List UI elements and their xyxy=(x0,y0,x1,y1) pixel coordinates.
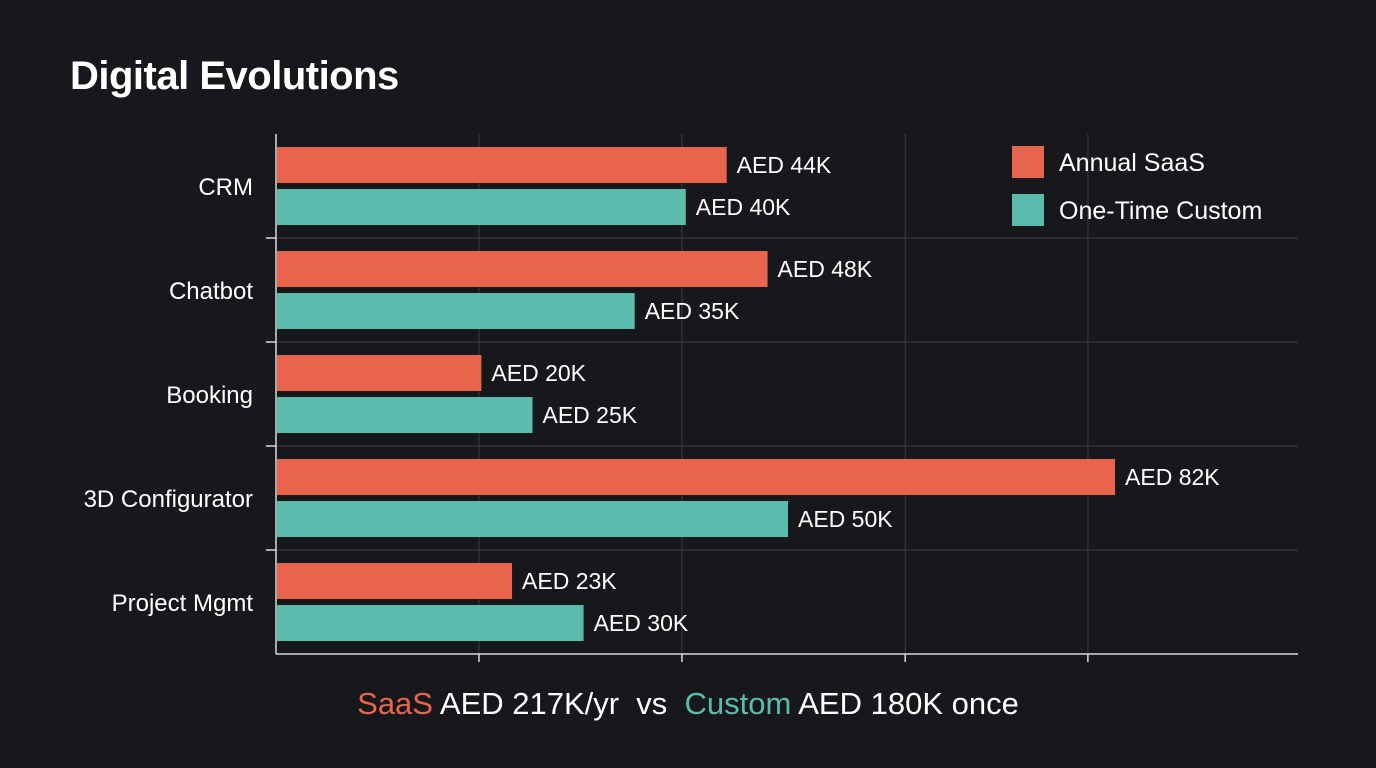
bar-value-label: AED 44K xyxy=(737,152,832,178)
category-label: CRM xyxy=(198,174,253,201)
category-label: Chatbot xyxy=(169,278,253,305)
category-label: Project Mgmt xyxy=(112,590,254,617)
bar-value-label: AED 48K xyxy=(778,256,873,282)
legend-label: One-Time Custom xyxy=(1059,197,1262,225)
legend-swatch xyxy=(1012,194,1044,226)
bar-value-label: AED 25K xyxy=(543,402,638,428)
bar xyxy=(277,397,533,433)
footer-saas-text: AED 217K/yr vs xyxy=(432,686,685,721)
chart-title: Digital Evolutions xyxy=(70,54,399,98)
bar-value-label: AED 40K xyxy=(696,194,791,220)
bar-value-label: AED 30K xyxy=(594,610,689,636)
legend-swatch xyxy=(1012,146,1044,178)
footer-custom-text: AED 180K once xyxy=(791,686,1019,721)
bar xyxy=(277,605,584,641)
bar xyxy=(277,459,1116,495)
category-label: 3D Configurator xyxy=(84,486,253,513)
bar-value-label: AED 82K xyxy=(1125,464,1220,490)
bar xyxy=(277,293,635,329)
category-label: Booking xyxy=(166,382,253,409)
bar xyxy=(277,147,727,183)
summary-footer: SaaS AED 217K/yr vs Custom AED 180K once xyxy=(0,686,1376,722)
bar xyxy=(277,251,768,287)
bar-chart: CRM AED 44K AED 40K Chatbot AED 48K AED 35K Bo… xyxy=(84,134,1298,662)
bar xyxy=(277,355,482,391)
bar xyxy=(277,189,686,225)
footer-custom-word: Custom xyxy=(684,686,792,721)
bar-value-label: AED 20K xyxy=(491,360,586,386)
footer-saas-word: SaaS xyxy=(357,686,433,721)
bar-value-label: AED 35K xyxy=(645,298,740,324)
bar xyxy=(277,501,788,537)
bar xyxy=(277,563,513,599)
bar-value-label: AED 23K xyxy=(522,568,617,594)
bar-value-label: AED 50K xyxy=(798,506,893,532)
legend-label: Annual SaaS xyxy=(1059,149,1205,177)
